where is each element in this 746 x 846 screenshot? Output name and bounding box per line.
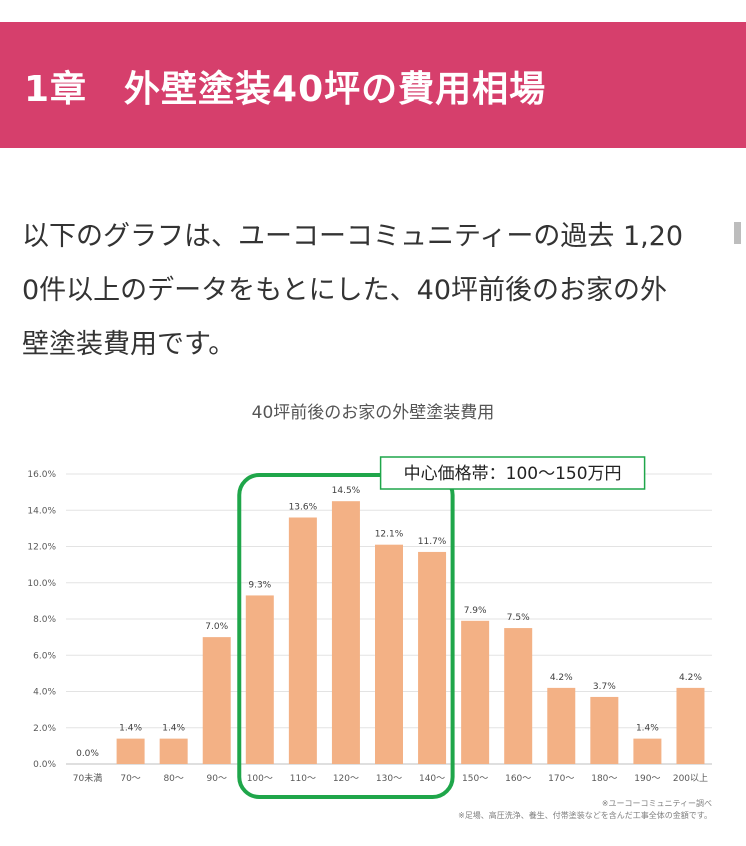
y-tick-label: 0.0% [33, 760, 56, 770]
bar [116, 738, 145, 764]
bar [676, 687, 705, 764]
intro-line-2: 0件以上のデータをもとにした、40坪前後のお家の外 [22, 275, 667, 306]
x-tick-label: 120～ [333, 774, 359, 784]
bar [504, 628, 533, 764]
chart-bars [116, 501, 705, 764]
x-tick-label: 130～ [376, 774, 402, 784]
bar-value-label: 4.2% [550, 673, 573, 683]
y-axis-ticks: 0.0% 2.0% 4.0% 6.0% 8.0% 10.0% 12.0% 14.0% 16.0% [27, 470, 56, 770]
y-tick-label: 8.0% [33, 615, 56, 625]
bar-value-label: 7.5% [507, 613, 530, 623]
x-tick-label: 190～ [634, 774, 660, 784]
x-axis-ticks: 70未満 70～ 80～ 90～ 100～ 110～ 120～ 130～ 140～ 150～ 160… [73, 772, 708, 784]
x-tick-label: 180～ [591, 774, 617, 784]
bar-value-label: 1.4% [162, 724, 185, 734]
x-tick-label: 80～ [163, 774, 183, 784]
bar-value-label: 0.0% [76, 749, 99, 759]
bar-value-label: 1.4% [119, 724, 142, 734]
chart-footnote: ※ユーコーコミュニティー調べ [602, 798, 712, 808]
x-tick-label: 140～ [419, 774, 445, 784]
highlight-label-box [379, 456, 646, 490]
bar [331, 501, 360, 764]
bar [461, 620, 490, 764]
bar-value-label: 7.9% [464, 606, 487, 616]
highlight-label: 中心価格帯：100～150万円 [404, 464, 622, 484]
bar-value-label: 9.3% [248, 580, 271, 590]
bar-value-labels: 0.0% 1.4% 1.4% 7.0% 9.3% 13.6% 14.5% 12.1% 11.7%… [76, 486, 702, 759]
bar [202, 637, 231, 764]
bar [159, 738, 188, 764]
intro-paragraph: 以下のグラフは、ユーコーコミュニティーの過去 1,20 0件以上のデータをもとに… [22, 210, 722, 372]
chart-footnote: ※足場、高圧洗浄、養生、付帯塗装などを含んだ工事全体の金額です。 [458, 810, 712, 820]
x-tick-label: 160～ [505, 774, 531, 784]
bar-value-label: 1.4% [636, 724, 659, 734]
bar [245, 595, 274, 764]
bar-value-label: 14.5% [332, 486, 361, 496]
bar-value-label: 12.1% [375, 530, 404, 540]
highlight-frame [237, 473, 455, 799]
chart-title: 40坪前後のお家の外壁塗装費用 [252, 402, 495, 423]
chart-notes: ※ユーコーコミュニティー調べ ※足場、高圧洗浄、養生、付帯塗装などを含んだ工事全体… [458, 798, 712, 820]
bar-value-label: 13.6% [289, 503, 318, 513]
y-tick-label: 14.0% [27, 506, 56, 516]
chapter-banner: 1章 外壁塗装40坪の費用相場 [0, 22, 746, 148]
bar-value-label: 11.7% [418, 537, 447, 547]
chapter-title: 1章 外壁塗装40坪の費用相場 [24, 69, 547, 110]
intro-line-3: 壁塗装費用です。 [22, 329, 236, 360]
scroll-indicator [734, 222, 741, 244]
x-tick-label: 110～ [290, 774, 316, 784]
x-tick-label: 90～ [207, 774, 227, 784]
x-tick-label: 150～ [462, 774, 488, 784]
bar-value-label: 4.2% [679, 673, 702, 683]
x-tick-label: 100～ [247, 774, 273, 784]
y-tick-label: 6.0% [33, 651, 56, 661]
bar [633, 738, 662, 764]
x-tick-label: 170～ [548, 774, 574, 784]
y-tick-label: 10.0% [27, 579, 56, 589]
y-tick-label: 4.0% [33, 688, 56, 698]
price-range-highlight: 中心価格帯：100～150万円 [237, 456, 646, 799]
intro-line-1: 以下のグラフは、ユーコーコミュニティーの過去 1,20 [22, 221, 684, 252]
cost-bar-chart: 40坪前後のお家の外壁塗装費用 0.0% 2.0% 4.0% 6.0% 8.0% 10.0… [27, 402, 712, 820]
y-tick-label: 16.0% [27, 470, 56, 480]
y-tick-label: 12.0% [27, 543, 56, 553]
y-tick-label: 2.0% [33, 724, 56, 734]
bar [547, 687, 576, 764]
x-tick-label: 70～ [120, 774, 140, 784]
bar [590, 696, 619, 764]
bar [375, 544, 403, 764]
x-tick-label: 200以上 [673, 773, 708, 784]
bar-value-label: 3.7% [593, 682, 616, 692]
bar [288, 517, 317, 764]
bar [418, 551, 447, 764]
x-tick-label: 70未満 [73, 772, 102, 784]
bar-value-label: 7.0% [205, 622, 228, 632]
